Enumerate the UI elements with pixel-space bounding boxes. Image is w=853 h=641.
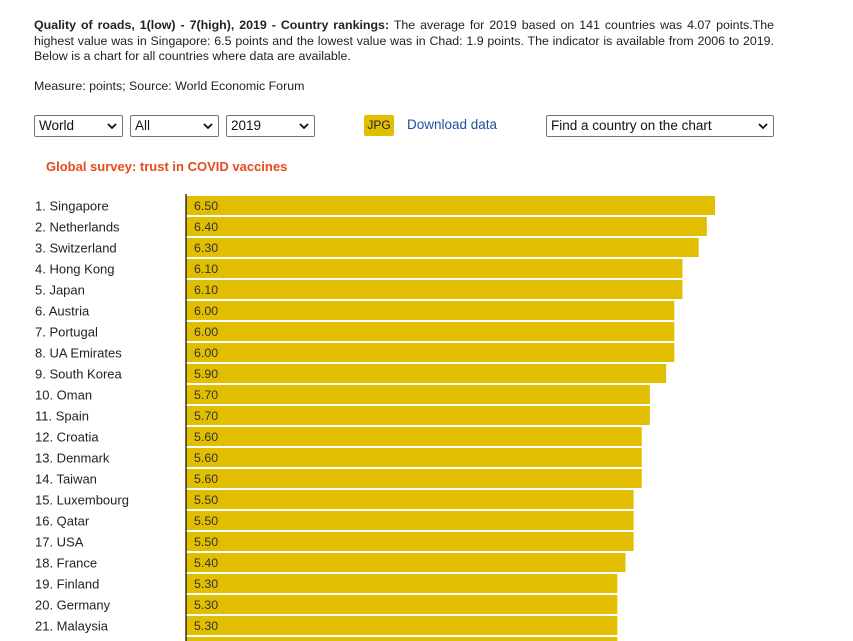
intro-text: Quality of roads, 1(low) - 7(high), 2019… <box>34 18 774 65</box>
country-label: 21. Malaysia <box>35 619 109 634</box>
country-label: 15. Luxembourg <box>35 493 129 508</box>
bar-value-label: 5.60 <box>194 430 218 444</box>
bar[interactable] <box>186 511 634 530</box>
bar[interactable] <box>186 553 626 572</box>
country-label: 18. France <box>35 556 97 571</box>
indicator-description: The average for 2019 based on 141 countr… <box>34 18 775 63</box>
bar[interactable] <box>186 490 634 509</box>
bar-value-label: 6.10 <box>194 283 218 297</box>
covid-survey-link[interactable]: Global survey: trust in COVID vaccines <box>46 159 288 174</box>
measure-source: Measure: points; Source: World Economic … <box>34 79 305 93</box>
bar[interactable] <box>186 217 707 236</box>
bar-value-label: 5.30 <box>194 619 218 633</box>
bar[interactable] <box>186 574 618 593</box>
bar-value-label: 5.90 <box>194 367 218 381</box>
chevron-down-icon <box>107 123 117 130</box>
bar[interactable] <box>186 343 675 362</box>
country-label: 20. Germany <box>35 598 111 613</box>
country-search-select[interactable]: Find a country on the chart <box>546 115 774 137</box>
bar-value-label: 5.30 <box>194 598 218 612</box>
bar-value-label: 6.30 <box>194 241 218 255</box>
country-label: 19. Finland <box>35 577 99 592</box>
bar[interactable] <box>186 616 618 635</box>
bar-value-label: 5.60 <box>194 451 218 465</box>
country-label: 7. Portugal <box>35 325 98 340</box>
bar-partial <box>186 637 618 641</box>
country-label: 4. Hong Kong <box>35 262 115 277</box>
bar-value-label: 6.10 <box>194 262 218 276</box>
bar-value-label: 5.60 <box>194 472 218 486</box>
bar-value-label: 5.70 <box>194 388 218 402</box>
bar[interactable] <box>186 385 650 404</box>
country-label: 14. Taiwan <box>35 472 97 487</box>
group-select-value: All <box>135 118 151 133</box>
indicator-title: Quality of roads, 1(low) - 7(high), 2019… <box>34 18 390 32</box>
bar-value-label: 6.00 <box>194 304 218 318</box>
country-label: 1. Singapore <box>35 199 109 214</box>
year-select[interactable]: 2019 <box>226 115 315 137</box>
bar[interactable] <box>186 280 683 299</box>
bar[interactable] <box>186 427 642 446</box>
bar[interactable] <box>186 259 683 278</box>
bar-value-label: 5.50 <box>194 514 218 528</box>
group-select[interactable]: All <box>130 115 219 137</box>
bar[interactable] <box>186 469 642 488</box>
bar[interactable] <box>186 532 634 551</box>
bar[interactable] <box>186 301 675 320</box>
bar[interactable] <box>186 238 699 257</box>
country-label: 3. Switzerland <box>35 241 117 256</box>
year-select-value: 2019 <box>231 118 262 133</box>
country-label: 17. USA <box>35 535 84 550</box>
chevron-down-icon <box>299 123 309 130</box>
download-data-link[interactable]: Download data <box>407 117 498 132</box>
country-label: 8. UA Emirates <box>35 346 122 361</box>
bar-value-label: 6.00 <box>194 325 218 339</box>
country-label: 5. Japan <box>35 283 85 298</box>
bar-value-label: 6.50 <box>194 199 218 213</box>
bar[interactable] <box>186 322 675 341</box>
region-select[interactable]: World <box>34 115 123 137</box>
region-select-value: World <box>39 118 75 133</box>
bar-value-label: 5.30 <box>194 577 218 591</box>
bar[interactable] <box>186 406 650 425</box>
jpg-export-button[interactable]: JPG <box>364 115 394 136</box>
bar-value-label: 6.00 <box>194 346 218 360</box>
bar[interactable] <box>186 364 667 383</box>
bar-value-label: 5.70 <box>194 409 218 423</box>
bar-value-label: 5.40 <box>194 556 218 570</box>
country-search-value: Find a country on the chart <box>551 118 712 133</box>
bar-value-label: 5.50 <box>194 493 218 507</box>
country-label: 6. Austria <box>35 304 90 319</box>
country-label: 12. Croatia <box>35 430 99 445</box>
country-label: 11. Spain <box>35 409 89 424</box>
bar-value-label: 5.50 <box>194 535 218 549</box>
country-label: 9. South Korea <box>35 367 122 382</box>
country-label: 16. Qatar <box>35 514 90 529</box>
bar[interactable] <box>186 595 618 614</box>
chevron-down-icon <box>758 123 768 130</box>
bar-value-label: 6.40 <box>194 220 218 234</box>
chevron-down-icon <box>203 123 213 130</box>
country-label: 2. Netherlands <box>35 220 120 235</box>
country-label: 13. Denmark <box>35 451 110 466</box>
bar[interactable] <box>186 196 715 215</box>
country-label: 10. Oman <box>35 388 92 403</box>
bar[interactable] <box>186 448 642 467</box>
